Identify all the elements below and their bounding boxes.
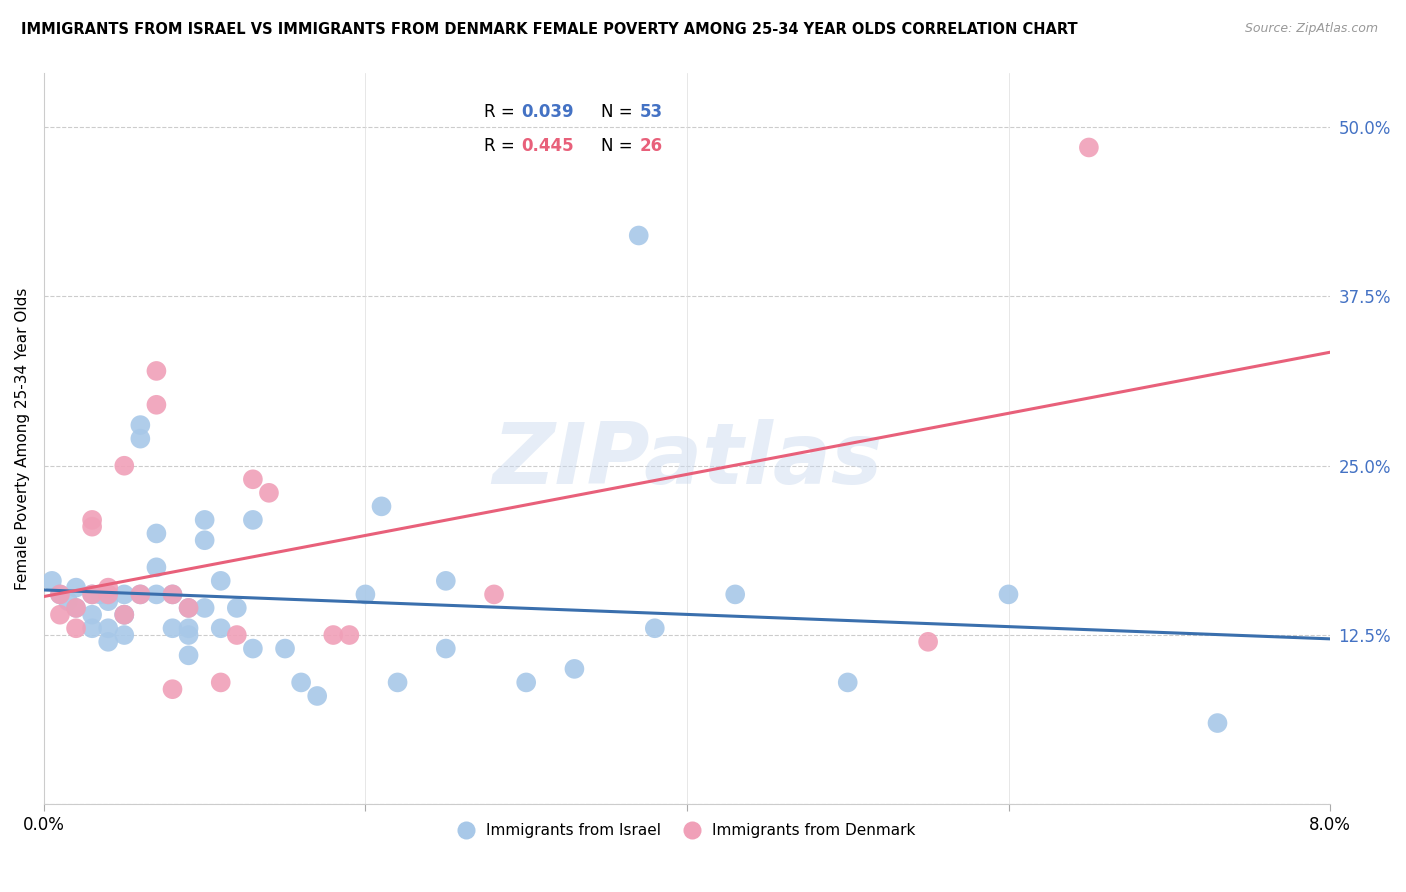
Point — [515, 675, 537, 690]
Point — [82, 607, 104, 622]
Point — [82, 621, 104, 635]
Point — [49, 587, 72, 601]
Point — [97, 587, 120, 601]
Text: N =: N = — [600, 103, 638, 120]
Point — [1077, 140, 1099, 154]
Point — [162, 587, 184, 601]
Point — [724, 587, 747, 601]
Point — [112, 458, 135, 473]
Point — [129, 432, 152, 446]
Y-axis label: Female Poverty Among 25-34 Year Olds: Female Poverty Among 25-34 Year Olds — [15, 287, 30, 590]
Point — [145, 398, 167, 412]
Point — [112, 607, 135, 622]
Point — [209, 574, 232, 588]
Point — [290, 675, 312, 690]
Point — [194, 601, 217, 615]
Text: Source: ZipAtlas.com: Source: ZipAtlas.com — [1244, 22, 1378, 36]
Point — [89, 587, 111, 601]
Point — [65, 601, 87, 615]
Legend: Immigrants from Israel, Immigrants from Denmark: Immigrants from Israel, Immigrants from … — [453, 817, 921, 844]
Point — [225, 601, 247, 615]
Point — [65, 621, 87, 635]
Point — [97, 635, 120, 649]
Point — [145, 526, 167, 541]
Text: 0.445: 0.445 — [522, 137, 574, 155]
Point — [145, 560, 167, 574]
Point — [434, 641, 457, 656]
Text: 53: 53 — [640, 103, 662, 120]
Point — [82, 513, 104, 527]
Point — [97, 594, 120, 608]
Point — [41, 574, 63, 588]
Point — [209, 675, 232, 690]
Point — [242, 641, 264, 656]
Point — [65, 601, 87, 615]
Point — [482, 587, 505, 601]
Point — [49, 587, 72, 601]
Point — [370, 500, 392, 514]
Point — [194, 513, 217, 527]
Point — [354, 587, 377, 601]
Point — [177, 601, 200, 615]
Point — [997, 587, 1019, 601]
Text: 26: 26 — [640, 137, 662, 155]
Point — [917, 635, 939, 649]
Point — [307, 689, 329, 703]
Point — [112, 607, 135, 622]
Point — [257, 485, 280, 500]
Point — [145, 364, 167, 378]
Point — [112, 628, 135, 642]
Point — [644, 621, 666, 635]
Point — [97, 621, 120, 635]
Point — [177, 628, 200, 642]
Point — [177, 621, 200, 635]
Text: 0.039: 0.039 — [522, 103, 574, 120]
Point — [129, 587, 152, 601]
Point — [82, 519, 104, 533]
Point — [65, 581, 87, 595]
Point — [209, 621, 232, 635]
Text: ZIPatlas: ZIPatlas — [492, 419, 882, 502]
Point — [177, 601, 200, 615]
Point — [337, 628, 360, 642]
Text: R =: R = — [484, 137, 520, 155]
Point — [322, 628, 344, 642]
Point — [129, 418, 152, 433]
Point — [564, 662, 586, 676]
Text: R =: R = — [484, 103, 520, 120]
Text: N =: N = — [600, 137, 638, 155]
Point — [112, 607, 135, 622]
Point — [1206, 716, 1229, 731]
Point — [145, 587, 167, 601]
Point — [56, 594, 79, 608]
Point — [225, 628, 247, 642]
Point — [837, 675, 859, 690]
Point — [177, 648, 200, 663]
Point — [242, 513, 264, 527]
Point — [627, 228, 650, 243]
Point — [112, 587, 135, 601]
Point — [242, 472, 264, 486]
Point — [129, 587, 152, 601]
Point — [274, 641, 297, 656]
Point — [162, 682, 184, 697]
Point — [162, 587, 184, 601]
Point — [97, 587, 120, 601]
Point — [194, 533, 217, 548]
Text: IMMIGRANTS FROM ISRAEL VS IMMIGRANTS FROM DENMARK FEMALE POVERTY AMONG 25-34 YEA: IMMIGRANTS FROM ISRAEL VS IMMIGRANTS FRO… — [21, 22, 1078, 37]
Point — [162, 621, 184, 635]
Point — [387, 675, 409, 690]
Point — [49, 607, 72, 622]
Point — [82, 587, 104, 601]
Point — [82, 587, 104, 601]
Point — [434, 574, 457, 588]
Point — [97, 581, 120, 595]
